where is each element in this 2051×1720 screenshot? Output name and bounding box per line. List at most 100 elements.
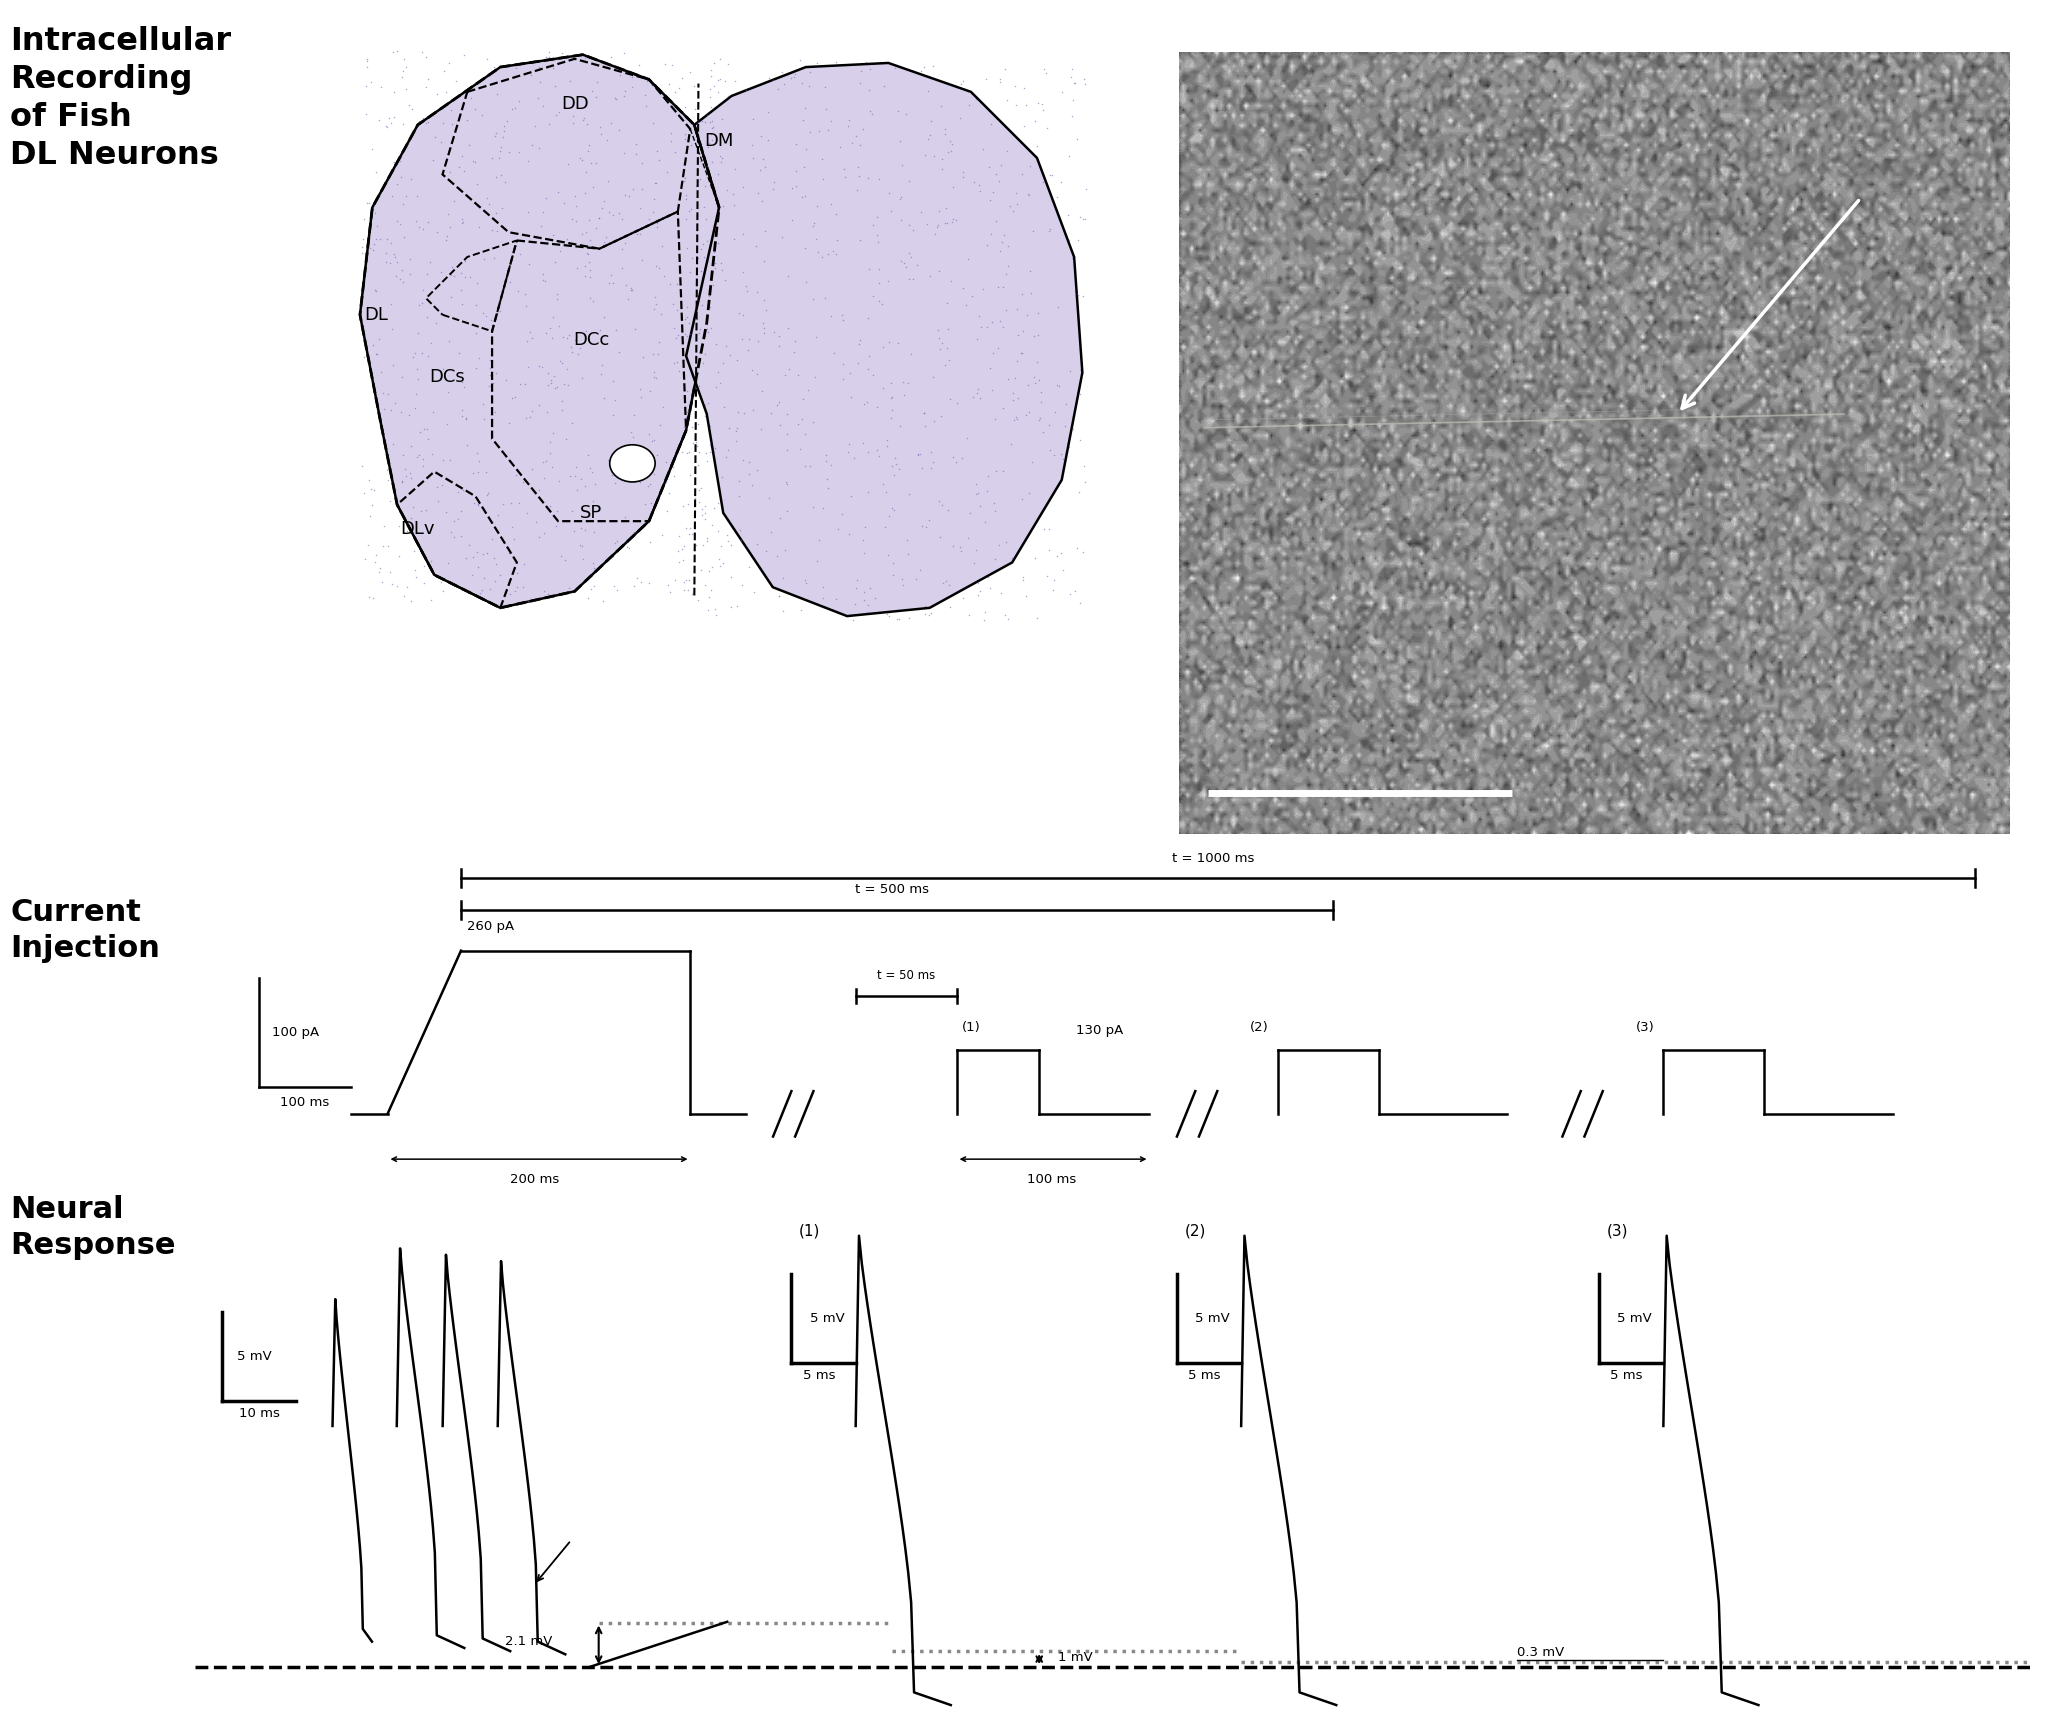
Point	[624, 384, 656, 411]
Point	[379, 249, 412, 277]
Point	[927, 155, 960, 182]
Point	[476, 370, 509, 397]
Point	[425, 568, 457, 595]
Point	[384, 544, 416, 571]
Point	[634, 377, 667, 404]
Point	[995, 193, 1028, 220]
Point	[533, 366, 566, 394]
Point	[1058, 578, 1091, 605]
Point	[494, 268, 527, 296]
Point	[810, 96, 843, 124]
Point	[595, 43, 628, 71]
Point	[966, 136, 999, 163]
Point	[640, 138, 673, 165]
Point	[876, 404, 909, 432]
Point	[527, 260, 560, 287]
Point	[576, 519, 609, 547]
Point	[408, 552, 441, 580]
Point	[480, 200, 513, 227]
Point	[461, 268, 494, 296]
Point	[527, 578, 560, 605]
Point	[847, 587, 880, 614]
Point	[513, 251, 546, 279]
Point	[679, 485, 712, 513]
Point	[461, 554, 494, 581]
Point	[1001, 347, 1034, 375]
Point	[546, 323, 578, 351]
Point	[964, 492, 997, 519]
Point	[529, 43, 562, 71]
Point	[884, 182, 917, 210]
Point	[1005, 280, 1038, 308]
Point	[757, 169, 790, 196]
Point	[541, 497, 574, 525]
Point	[525, 230, 558, 258]
Point	[982, 65, 1015, 93]
Point	[371, 114, 404, 141]
Point	[355, 134, 388, 162]
Point	[541, 311, 574, 339]
Point	[433, 445, 466, 473]
Point	[687, 193, 720, 220]
Point	[375, 569, 408, 597]
Point	[523, 134, 556, 162]
Point	[722, 397, 755, 425]
Polygon shape	[687, 64, 1083, 616]
Point	[394, 459, 427, 487]
Point	[1056, 55, 1089, 83]
Point	[703, 531, 736, 559]
Point	[533, 439, 566, 466]
Point	[502, 88, 535, 115]
Point	[1009, 401, 1042, 428]
Point	[603, 62, 636, 89]
Point	[933, 593, 966, 621]
Point	[810, 447, 843, 475]
Point	[843, 131, 876, 158]
Point	[904, 556, 937, 583]
Point	[529, 267, 562, 294]
Point	[1030, 114, 1062, 141]
Point	[597, 542, 630, 569]
Point	[701, 77, 734, 105]
Point	[962, 480, 995, 507]
Point	[935, 208, 968, 236]
Point	[786, 406, 818, 433]
Point	[556, 205, 589, 232]
Point	[857, 212, 890, 239]
Point	[1032, 516, 1064, 544]
Point	[416, 440, 449, 468]
Point	[605, 255, 638, 282]
Point	[685, 557, 718, 585]
Point	[843, 227, 876, 255]
Point	[662, 356, 695, 384]
Point	[648, 50, 681, 77]
Point	[1021, 322, 1054, 349]
Point	[648, 261, 681, 289]
Point	[970, 65, 1003, 93]
Point	[863, 165, 896, 193]
Point	[1019, 604, 1052, 631]
Point	[552, 372, 585, 399]
Point	[554, 67, 587, 95]
Point	[484, 132, 517, 160]
Point	[699, 255, 732, 282]
Point	[1007, 566, 1040, 593]
Point	[827, 351, 859, 378]
Point	[640, 169, 673, 196]
Point	[829, 163, 861, 191]
Point	[628, 344, 660, 372]
Point	[687, 495, 720, 523]
Point	[658, 138, 691, 165]
Point	[925, 329, 958, 356]
Point	[788, 385, 820, 413]
Point	[373, 229, 406, 256]
Point	[607, 40, 640, 67]
Point	[381, 38, 414, 65]
Point	[361, 277, 394, 304]
Point	[427, 447, 459, 475]
Point	[480, 217, 513, 244]
Point	[677, 413, 710, 440]
Point	[550, 545, 582, 573]
Point	[468, 390, 500, 418]
Point	[987, 313, 1019, 341]
